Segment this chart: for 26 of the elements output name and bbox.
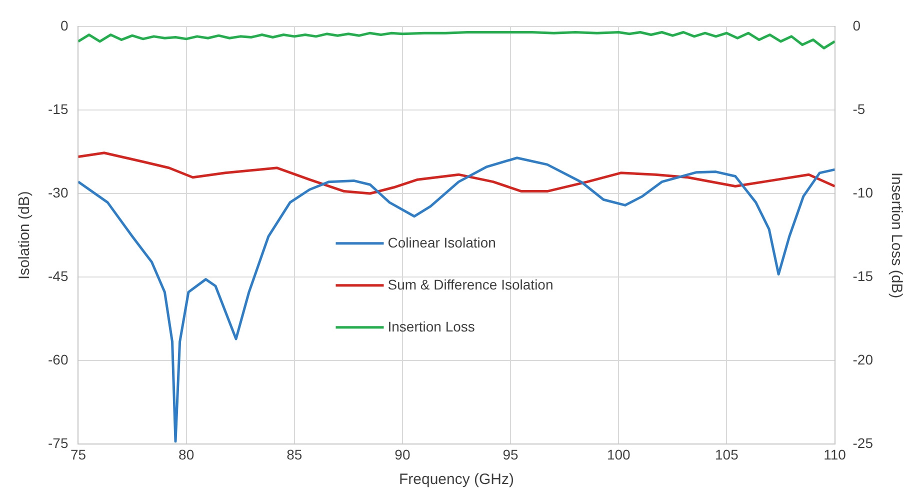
x-tick-label: 85 [286, 446, 302, 462]
y2-tick-label: -5 [852, 100, 866, 117]
y2-axis-title: Insertion Loss (dB) [888, 172, 905, 298]
legend-label: Insertion Loss [388, 318, 475, 334]
y-tick-label: -15 [48, 100, 68, 117]
y2-tick-label: 0 [852, 17, 861, 34]
y2-tick-label: -15 [852, 268, 874, 284]
x-tick-label: 80 [178, 446, 194, 462]
y-axis-title: Isolation (dB) [16, 191, 34, 280]
y-tick-label: -30 [48, 184, 68, 200]
y2-tick-label: -20 [852, 352, 874, 368]
y2-tick-label: -25 [852, 435, 874, 452]
legend-label: Colinear Isolation [388, 234, 496, 250]
y-tick-label: 0 [60, 17, 68, 34]
legend-label: Sum & Difference Isolation [388, 276, 554, 292]
y-tick-label: -75 [48, 435, 68, 452]
x-tick-label: 110 [824, 446, 846, 462]
x-axis-title: Frequency (GHz) [398, 471, 514, 488]
y-tick-label: -45 [48, 268, 68, 284]
y2-tick-label: -10 [852, 184, 874, 200]
x-tick-label: 95 [502, 446, 519, 462]
x-tick-label: 75 [70, 446, 86, 462]
x-tick-label: 100 [606, 446, 631, 462]
y-tick-label: -60 [48, 352, 68, 368]
x-tick-label: 105 [715, 446, 739, 462]
x-tick-label: 90 [394, 446, 410, 462]
